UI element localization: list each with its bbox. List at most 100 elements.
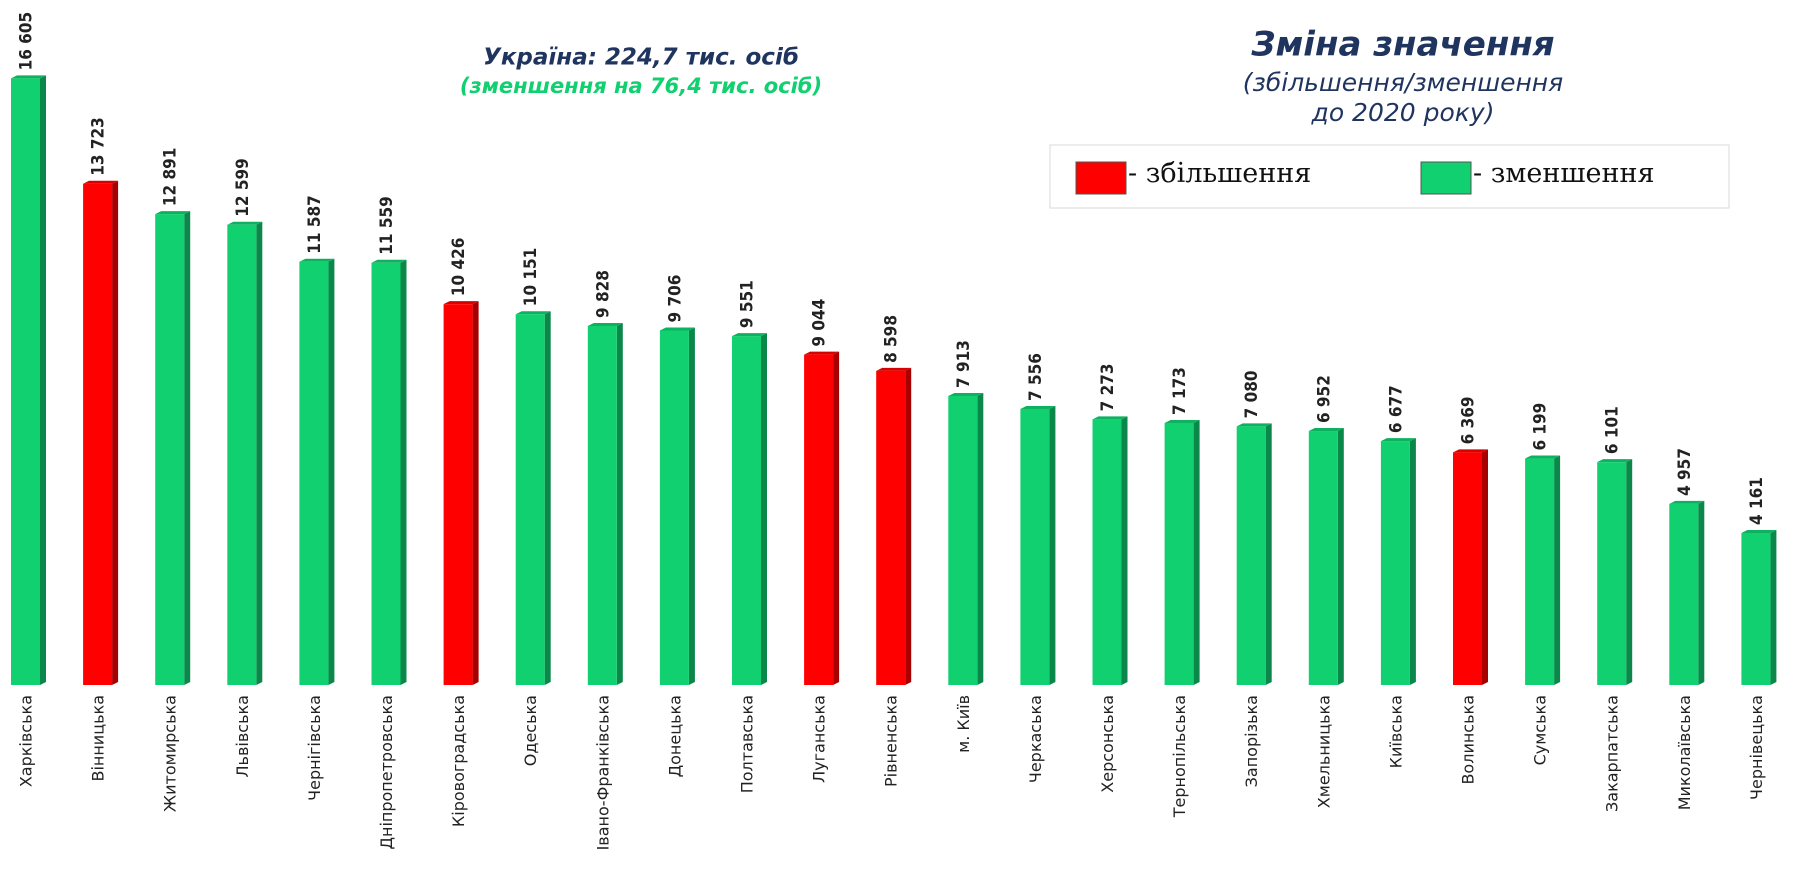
x-tick-label: Івано-Франківська xyxy=(593,695,612,850)
x-tick-label: Чернівецька xyxy=(1747,695,1766,800)
bar-side xyxy=(472,301,479,685)
value-label: 6 677 xyxy=(1386,385,1406,433)
bar xyxy=(1164,422,1194,685)
bar-top xyxy=(1453,449,1488,453)
value-label: 6 199 xyxy=(1531,403,1551,451)
bar-side xyxy=(1265,423,1272,685)
bar-top xyxy=(876,367,912,371)
bar-side xyxy=(112,180,119,685)
x-tick-label: Харківська xyxy=(17,695,36,787)
x-tick-label: Чернігівська xyxy=(305,695,324,801)
bar-side xyxy=(761,333,767,685)
bar-top xyxy=(443,301,479,305)
bar xyxy=(1741,533,1771,685)
bar xyxy=(299,261,329,685)
bar-top xyxy=(515,311,551,315)
bar-side xyxy=(1193,419,1200,685)
chart-title: Зміна значення xyxy=(1250,25,1554,65)
value-label: 7 913 xyxy=(954,340,974,388)
value-label: 8 598 xyxy=(882,315,902,363)
bar-top xyxy=(371,259,407,263)
x-tick-label: Одеська xyxy=(521,695,540,766)
x-tick-label: Львівська xyxy=(233,695,252,777)
value-label: 12 891 xyxy=(161,148,181,207)
bar-top xyxy=(1597,459,1633,463)
bar xyxy=(515,314,545,685)
bar xyxy=(732,336,761,685)
x-tick-label: Закарпатська xyxy=(1603,695,1622,812)
x-tick-label: Запорізька xyxy=(1242,695,1261,787)
bar-side xyxy=(616,322,623,685)
x-tick-label: Дніпропетровська xyxy=(377,695,396,850)
bar-side xyxy=(544,311,551,685)
bar xyxy=(83,183,113,685)
value-label: 6 101 xyxy=(1603,406,1623,454)
bar xyxy=(1669,503,1699,685)
value-label: 13 723 xyxy=(89,117,109,176)
value-label: 10 151 xyxy=(521,248,541,307)
bar-side xyxy=(328,258,335,685)
legend-swatch xyxy=(1075,161,1127,195)
value-label: 7 080 xyxy=(1242,370,1262,418)
x-tick-label: Київська xyxy=(1386,695,1405,768)
value-label: 6 952 xyxy=(1314,375,1334,423)
bar-side xyxy=(1698,500,1705,685)
bar-top xyxy=(1741,530,1777,534)
bar-side xyxy=(688,327,695,685)
bar-side xyxy=(256,221,263,686)
x-tick-label: Сумська xyxy=(1531,695,1550,765)
bar-top xyxy=(804,351,840,355)
value-label: 7 273 xyxy=(1098,363,1118,411)
bar-top xyxy=(1669,500,1705,504)
legend-label: - збільшення xyxy=(1128,158,1311,189)
bar-side xyxy=(833,351,840,685)
bar-top xyxy=(1380,438,1416,442)
bar-top xyxy=(227,221,263,225)
bar-side xyxy=(1121,416,1128,685)
x-tick-label: Черкаська xyxy=(1026,695,1045,783)
x-tick-label: Вінницька xyxy=(89,695,108,782)
bar-top xyxy=(11,75,46,79)
x-tick-label: Херсонська xyxy=(1098,695,1117,793)
x-tick-label: Тернопільська xyxy=(1170,695,1189,818)
bar-top xyxy=(587,322,623,326)
x-tick-label: Полтавська xyxy=(738,695,757,793)
bar-top xyxy=(1236,423,1272,427)
chart-subtitle: (збільшення/зменшення xyxy=(1243,68,1563,97)
bar xyxy=(1453,452,1482,685)
value-label: 12 599 xyxy=(233,158,253,217)
value-label: 9 706 xyxy=(665,275,685,323)
x-tick-label: Луганська xyxy=(810,695,829,783)
x-tick-label: Миколаївська xyxy=(1675,695,1694,810)
value-label: 7 173 xyxy=(1170,367,1190,415)
bar-side xyxy=(184,211,191,685)
x-tick-label: Житомирська xyxy=(161,695,180,812)
x-tick-label: м. Київ xyxy=(954,695,973,753)
bar-top xyxy=(1525,455,1561,459)
x-tick-label: Донецька xyxy=(665,695,684,777)
bar xyxy=(155,214,185,685)
value-label: 9 044 xyxy=(810,299,830,347)
bar-top xyxy=(83,180,119,184)
bar xyxy=(876,370,906,685)
value-label: 11 587 xyxy=(305,195,325,254)
x-tick-label: Рівненська xyxy=(882,695,901,787)
annotation: Україна: 224,7 тис. осіб xyxy=(483,45,799,71)
legend-label: - зменшення xyxy=(1473,158,1655,189)
bar-side xyxy=(977,392,984,685)
value-label: 9 551 xyxy=(738,280,758,328)
bar-side xyxy=(400,259,407,685)
x-tick-label: Кіровоградська xyxy=(449,695,468,827)
bar-side xyxy=(40,75,46,685)
bar xyxy=(11,78,40,685)
bar-top xyxy=(659,327,695,331)
value-label: 11 559 xyxy=(377,196,397,255)
value-label: 10 426 xyxy=(449,238,469,297)
bar xyxy=(443,304,473,685)
bar xyxy=(1020,408,1050,685)
bar-side xyxy=(1482,449,1488,685)
bar xyxy=(1236,426,1266,685)
bar xyxy=(227,224,257,686)
